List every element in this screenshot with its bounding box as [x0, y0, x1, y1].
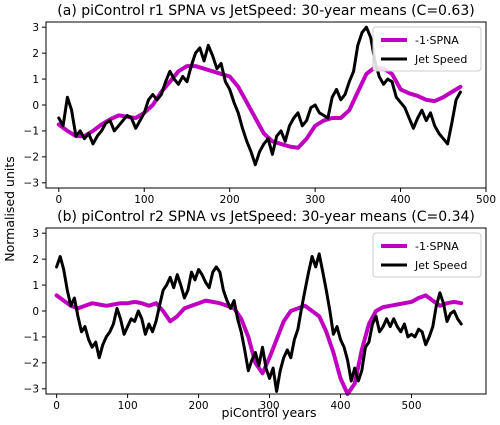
panel-a-title: (a) piControl r1 SPNA vs JetSpeed: 30-ye…	[57, 3, 474, 19]
y-axis-label: Normalised units	[2, 156, 17, 262]
panel-b-series-jet-speed-line	[55, 252, 463, 393]
panel-b-x-tick-label: 200	[189, 400, 209, 412]
panel-a-legend-label-jet-speed: Jet Speed	[414, 53, 467, 66]
panel-b-legend: -1·SPNA Jet Speed	[372, 232, 482, 278]
panel-b-x-tick-label: 500	[401, 400, 421, 412]
panel-a-x-tick-label: 500	[476, 194, 496, 206]
panel-a-y-tick-label: 2	[32, 48, 39, 60]
panel-b-chart: (b) piControl r2 SPNA vs JetSpeed: 30-ye…	[24, 209, 487, 412]
panel-b-y-tick-label: 1	[32, 280, 39, 292]
panel-a-chart: (a) piControl r1 SPNA vs JetSpeed: 30-ye…	[24, 3, 497, 206]
panel-a-x-tick-label: 400	[391, 194, 411, 206]
panel-a-x-tick-label: 200	[220, 194, 240, 206]
panel-b-y-tick-label: −3	[24, 384, 39, 396]
panel-b-legend-label-jet-speed: Jet Speed	[414, 259, 467, 272]
panel-b-y-tick-label: −1	[24, 332, 39, 344]
panel-b-y-tick-label: 2	[32, 254, 39, 266]
panel-b-x-tick-label: 100	[118, 400, 138, 412]
panel-a-legend: -1·SPNA Jet Speed	[372, 26, 482, 72]
panel-b-y-tick-label: −2	[24, 358, 39, 370]
x-axis-label: piControl years	[222, 405, 317, 420]
panel-a-y-tick-label: 3	[32, 22, 39, 34]
panel-a-y-tick-label: 0	[32, 100, 39, 112]
panel-b-y-tick-label: 0	[32, 306, 39, 318]
panel-a-legend-label-spna: -1·SPNA	[415, 34, 459, 47]
panel-b-series-spna-line	[54, 293, 464, 396]
panel-b-x-tick-label: 300	[260, 400, 280, 412]
panel-b-y-tick-label: 3	[32, 228, 39, 240]
panel-b-x-tick-label: 400	[330, 400, 350, 412]
panel-a-x-tick-label: 0	[55, 194, 62, 206]
panel-a-series-jet-speed-line	[57, 25, 462, 167]
panel-a-y-tick-label: 1	[32, 74, 39, 86]
panel-b-legend-label-spna: -1·SPNA	[415, 240, 459, 253]
panel-b-title: (b) piControl r2 SPNA vs JetSpeed: 30-ye…	[57, 209, 475, 225]
panel-b-x-tick-label: 0	[53, 400, 60, 412]
panel-a-y-tick-label: −1	[24, 126, 39, 138]
panel-a-x-tick-label: 100	[134, 194, 154, 206]
panel-a-x-tick-label: 300	[305, 194, 325, 206]
panel-a-y-tick-label: −3	[24, 178, 39, 190]
panel-a-series-spna-line	[56, 64, 463, 150]
panel-a-y-tick-label: −2	[24, 152, 39, 164]
